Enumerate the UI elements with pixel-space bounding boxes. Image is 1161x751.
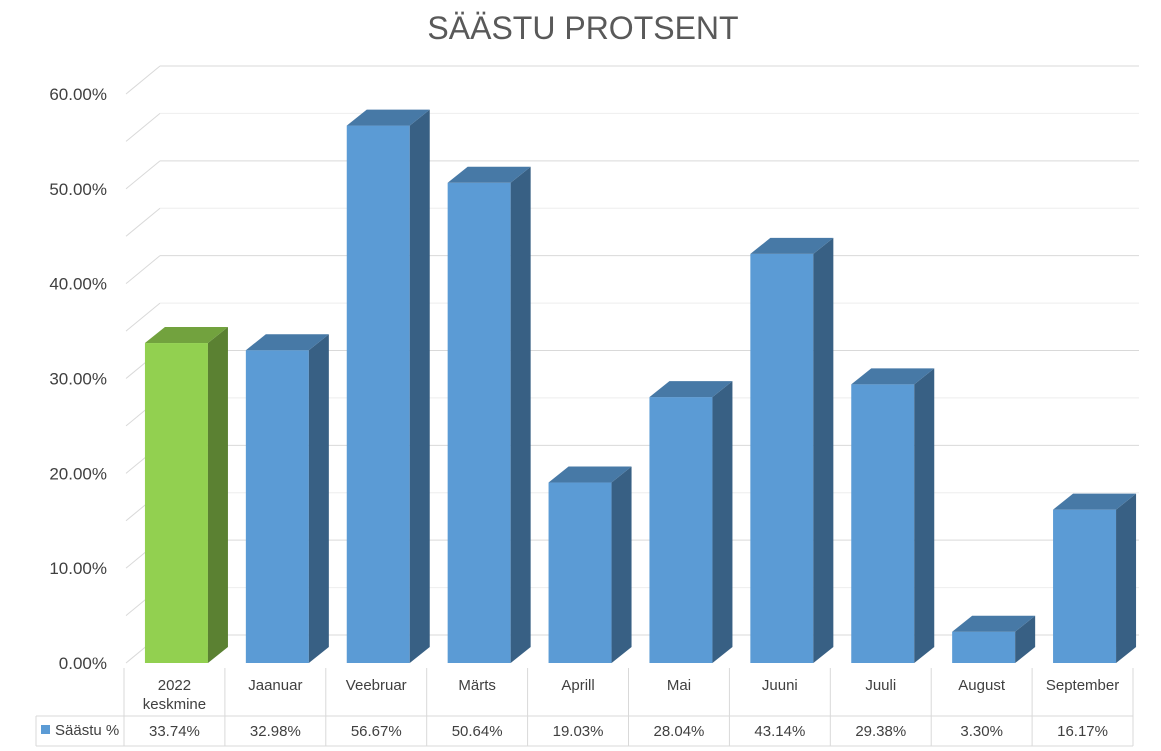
bar-side bbox=[510, 166, 531, 663]
gridline-side bbox=[125, 207, 161, 237]
bar-top bbox=[245, 334, 329, 351]
bar-top bbox=[952, 615, 1036, 632]
category-label: September bbox=[1046, 677, 1119, 694]
data-label: 3.30% bbox=[960, 723, 1003, 740]
bar bbox=[245, 334, 329, 663]
bar-front bbox=[649, 397, 713, 663]
bar-top bbox=[548, 466, 632, 483]
bar-front bbox=[245, 350, 309, 663]
bar-front bbox=[144, 343, 208, 663]
category-label: Juuni bbox=[762, 677, 798, 694]
bar-front bbox=[447, 182, 511, 663]
data-label: 56.67% bbox=[351, 723, 402, 740]
category-label: Jaanuar bbox=[248, 677, 302, 694]
category-label: keskmine bbox=[143, 696, 206, 713]
bar-top bbox=[851, 368, 935, 385]
gridline-side bbox=[125, 255, 161, 285]
bar bbox=[548, 466, 632, 663]
bar-top bbox=[346, 109, 430, 126]
data-label: 19.03% bbox=[553, 723, 604, 740]
bar-top bbox=[1053, 493, 1137, 510]
bar-side bbox=[1116, 493, 1137, 663]
bar-side bbox=[712, 381, 733, 663]
y-tick-label: 50.00% bbox=[49, 180, 107, 199]
bar-side bbox=[308, 334, 329, 663]
category-label: Aprill bbox=[561, 677, 594, 694]
bar-front bbox=[952, 631, 1016, 663]
bars bbox=[144, 109, 1137, 664]
bar-side bbox=[914, 368, 935, 663]
bar-front bbox=[1053, 509, 1117, 663]
legend-key bbox=[41, 725, 50, 734]
bar bbox=[851, 368, 935, 663]
chart-title: SÄÄSTU PROTSENT bbox=[427, 10, 738, 46]
bar-side bbox=[1015, 615, 1036, 663]
bar bbox=[649, 381, 733, 663]
y-tick-label: 40.00% bbox=[49, 275, 107, 294]
y-tick-label: 30.00% bbox=[49, 370, 107, 389]
y-tick-label: 10.00% bbox=[49, 559, 107, 578]
bar-side bbox=[611, 466, 632, 663]
data-label: 29.38% bbox=[855, 723, 906, 740]
data-label: 32.98% bbox=[250, 723, 301, 740]
gridline-side bbox=[125, 160, 161, 190]
data-label: 16.17% bbox=[1057, 723, 1108, 740]
bar bbox=[750, 237, 834, 663]
y-tick-label: 60.00% bbox=[49, 85, 107, 104]
bar-front bbox=[851, 384, 915, 663]
gridline-side bbox=[125, 113, 161, 142]
data-label: 50.64% bbox=[452, 723, 503, 740]
category-label: Juuli bbox=[865, 677, 896, 694]
data-label: 28.04% bbox=[654, 723, 705, 740]
data-table: 2022 keskmine 33.74% Jaanuar 32.98% Veebruar 5… bbox=[35, 668, 1134, 747]
bar-front bbox=[548, 482, 612, 663]
bar-side bbox=[813, 237, 834, 663]
gridline-side bbox=[125, 65, 161, 95]
bar-top bbox=[447, 166, 531, 183]
y-axis: 0.00% 10.00% 20.00% 30.00% 40.00% 50.00% 60.00… bbox=[49, 85, 107, 673]
data-label: 43.14% bbox=[754, 723, 805, 740]
bar-top bbox=[750, 237, 834, 254]
y-tick-label: 20.00% bbox=[49, 464, 107, 483]
bar-front bbox=[346, 125, 410, 664]
gridline-side bbox=[125, 302, 161, 332]
y-tick-label: 0.00% bbox=[59, 654, 107, 673]
category-label: August bbox=[958, 677, 1006, 694]
bar-side bbox=[207, 327, 228, 663]
legend-label: Säästu % bbox=[55, 722, 119, 739]
bar-side bbox=[409, 109, 430, 664]
bar-front bbox=[750, 253, 814, 663]
bar bbox=[1053, 493, 1137, 663]
category-label: Mai bbox=[667, 677, 691, 694]
bar bbox=[144, 327, 228, 663]
bar-top bbox=[649, 381, 733, 398]
data-label: 33.74% bbox=[149, 723, 200, 740]
bar-top bbox=[144, 327, 228, 344]
category-label: Veebruar bbox=[346, 677, 407, 694]
bar bbox=[952, 615, 1036, 663]
bar bbox=[447, 166, 531, 663]
bar bbox=[346, 109, 430, 664]
category-label: 2022 bbox=[158, 677, 191, 694]
category-label: Märts bbox=[458, 677, 496, 694]
